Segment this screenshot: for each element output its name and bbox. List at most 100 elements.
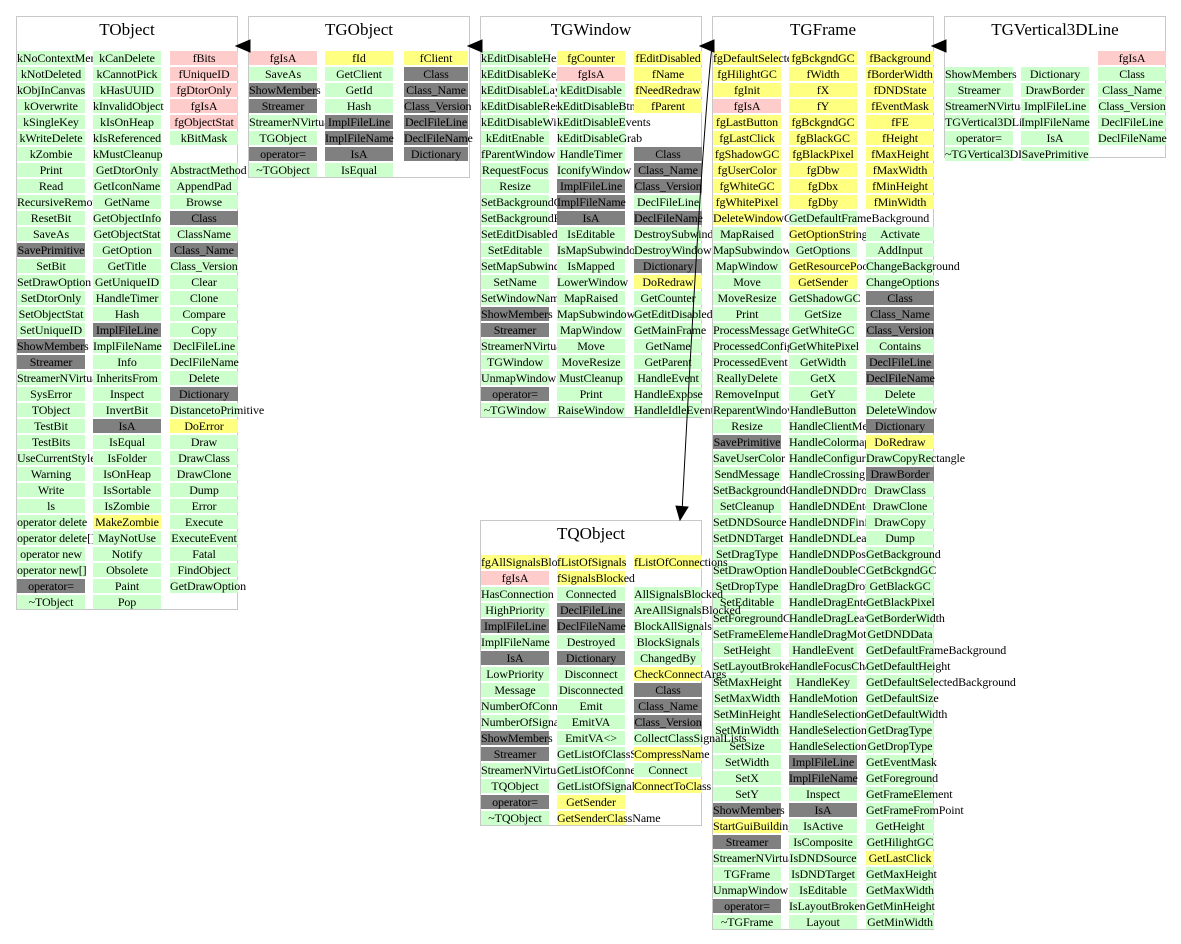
- member-cell: fNeedRedraw: [634, 83, 702, 97]
- member-cell: GetListOfConnections: [557, 763, 664, 777]
- member-cell: IsOnHeap: [93, 467, 161, 481]
- member-cell: Move: [713, 275, 781, 289]
- member-cell: GetListOfSignals: [557, 779, 640, 793]
- member-cell: AreAllSignalsBlocked: [634, 603, 741, 617]
- member-cell: Connect: [634, 763, 702, 777]
- member-cell: Error: [170, 499, 238, 513]
- member-cell: kEditDisableBtnEnable: [557, 99, 669, 113]
- member-cell: GetMinWidth: [866, 915, 934, 929]
- member-cell: MapSubwindows: [557, 307, 640, 321]
- member-cell: kNoContextMenu: [17, 51, 103, 65]
- member-cell: Class_Name: [634, 163, 702, 177]
- member-cell: operator delete[]: [17, 531, 95, 545]
- member-cell: GetWidth: [789, 355, 857, 369]
- member-cell: GetDragType: [866, 723, 934, 737]
- member-cell: GetHilightGC: [866, 835, 934, 849]
- member-cell: fMinWidth: [866, 195, 934, 209]
- member-cell: ReallyDelete: [713, 371, 781, 385]
- class-box-tqobject: TQObject fgAllSignalsBlocked fgIsA HasConn…: [480, 520, 746, 826]
- member-cell: StreamerNVirtual: [945, 99, 1029, 113]
- member-cell: GetObjectInfo: [93, 211, 162, 225]
- member-cell: ~TGFrame: [713, 915, 781, 929]
- member-cell: DoRedraw: [866, 435, 934, 449]
- member-cell: GetHeight: [866, 819, 934, 833]
- member-cell: Dictionary: [634, 259, 702, 273]
- member-cell: DrawClass: [170, 451, 238, 465]
- class-title: TQObject: [557, 524, 625, 543]
- member-cell: Class: [634, 147, 702, 161]
- member-cell: DeclFileName: [557, 619, 626, 633]
- member-cell: fFE: [866, 115, 934, 129]
- member-cell: kEditDisableHeight: [481, 51, 575, 65]
- member-cell: GetFrameFromPoint: [866, 803, 964, 817]
- member-cell: DeclFileLine: [1098, 115, 1166, 129]
- member-cell: MapRaised: [713, 227, 781, 241]
- member-cell: operator=: [481, 387, 549, 401]
- member-cell: IsLayoutBroken: [789, 899, 866, 913]
- member-cell: HandleSelectionRequest: [789, 739, 905, 753]
- member-cell: Streamer: [249, 99, 317, 113]
- member-cell: ConnectToClass: [634, 779, 712, 793]
- member-cell: SavePrimitive: [713, 435, 781, 449]
- member-cell: DeleteWindowCalled: [713, 211, 815, 225]
- member-cell: fgBckgndGC: [789, 51, 857, 65]
- member-cell: IsComposite: [789, 835, 857, 849]
- member-cell: IsZombie: [93, 499, 161, 513]
- member-cell: GetIconName: [93, 179, 161, 193]
- member-cell: kIsOnHeap: [93, 115, 161, 129]
- member-cell: ~TGObject: [249, 163, 317, 177]
- member-cell: DrawClone: [170, 467, 238, 481]
- member-cell: SetMinWidth: [713, 723, 781, 737]
- member-cell: HandleDoubleClick: [789, 563, 884, 577]
- member-cell: fgLastButton: [713, 115, 781, 129]
- member-cell: ChangedBy: [634, 651, 702, 665]
- member-cell: Pop: [93, 595, 161, 609]
- member-cell: SetDropType: [713, 579, 781, 593]
- member-cell: fgWhitePixel: [713, 195, 781, 209]
- member-cell: TestBits: [17, 435, 85, 449]
- member-cell: SetHeight: [713, 643, 781, 657]
- member-cell: GetWhitePixel: [789, 339, 860, 353]
- member-cell: HandleTimer: [557, 147, 625, 161]
- member-cell: GetResourcePool: [789, 259, 872, 273]
- member-cell: DoRedraw: [634, 275, 702, 289]
- member-cell: DrawBorder: [1021, 83, 1089, 97]
- member-cell: StreamerNVirtual: [17, 371, 101, 385]
- member-cell: LowerWindow: [557, 275, 629, 289]
- member-cell: AddInput: [866, 243, 934, 257]
- member-cell: GetDefaultFrameBackground: [789, 211, 930, 225]
- member-cell: MapSubwindows: [713, 243, 796, 257]
- member-cell: HandleSelectionClear: [789, 723, 893, 737]
- member-cell: TGVertical3DLine: [945, 115, 1034, 129]
- member-cell: Class: [866, 291, 934, 305]
- member-cell: GetClient: [325, 67, 393, 81]
- member-cell: HandleButton: [789, 403, 857, 417]
- member-cell: Execute: [170, 515, 238, 529]
- member-cell: fgAllSignalsBlocked: [481, 555, 580, 569]
- member-cell: ResetBit: [17, 211, 85, 225]
- member-cell: kEditEnable: [481, 131, 549, 145]
- member-cell: kEditDisableKeyEnable: [481, 67, 595, 81]
- member-cell: fgIsA: [481, 571, 549, 585]
- member-cell: ~TQObject: [481, 811, 549, 825]
- class-box-tgframe: TGFrame fgDefaultSelectedBackground fgHil…: [712, 16, 1016, 930]
- member-cell: operator=: [481, 795, 549, 809]
- member-cell: operator delete: [17, 515, 88, 529]
- member-cell: StartGuiBuilding: [713, 819, 795, 833]
- member-cell: TGFrame: [713, 867, 781, 881]
- member-cell: SetDrawOption: [713, 563, 788, 577]
- member-cell: SetObjectStat: [17, 307, 85, 321]
- member-cell: GetOption: [93, 243, 161, 257]
- member-cell: ShowMembers: [713, 803, 785, 817]
- member-cell: SetFrameElement: [713, 627, 798, 641]
- member-cell: Info: [93, 355, 161, 369]
- member-cell: GetBlackPixel: [866, 595, 935, 609]
- member-cell: InheritsFrom: [93, 371, 161, 385]
- member-cell: fgInit: [713, 83, 781, 97]
- member-cell: HandleEvent: [789, 643, 857, 657]
- member-cell: TGObject: [249, 131, 317, 145]
- member-cell: ImplFileName: [481, 635, 550, 649]
- member-cell: GetDtorOnly: [93, 163, 161, 177]
- member-cell: MayNotUse: [93, 531, 161, 545]
- member-cell: Streamer: [945, 83, 1013, 97]
